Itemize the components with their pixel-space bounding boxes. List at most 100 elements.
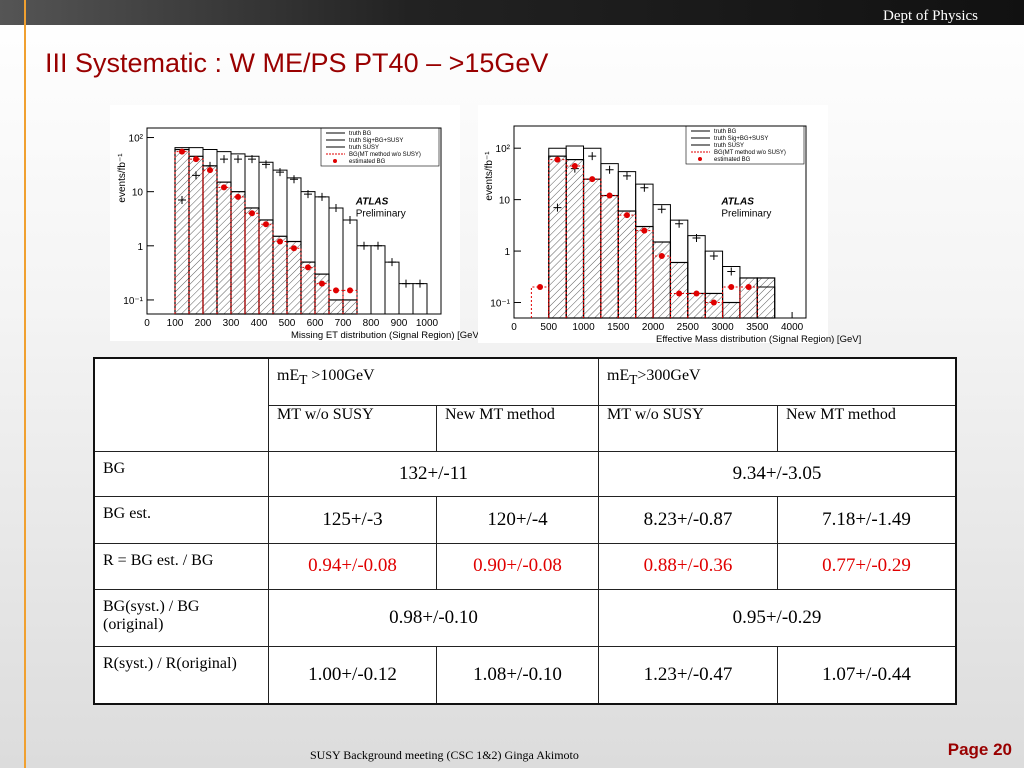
subheader: New MT method xyxy=(777,404,957,452)
row-label: R(syst.) / R(original) xyxy=(93,645,269,705)
cross-marker xyxy=(622,171,631,180)
histogram-bar xyxy=(565,159,585,319)
dept-label: Dept of Physics xyxy=(883,8,978,24)
histogram-dotted xyxy=(272,241,288,314)
cross-marker xyxy=(318,192,326,201)
histogram-bar xyxy=(548,155,567,319)
corner-cell xyxy=(93,357,269,452)
x-tick-label: 300 xyxy=(223,318,240,329)
x-tick-label: 1000 xyxy=(416,318,439,329)
x-tick-label: 2500 xyxy=(677,322,700,333)
legend-label: BG(MT method w/o SUSY) xyxy=(714,150,786,156)
cross-marker xyxy=(346,215,354,224)
data-point xyxy=(606,192,613,199)
atlas-label: ATLAS xyxy=(720,197,754,208)
histogram-bar xyxy=(174,148,190,315)
group-header: mET >100GeV xyxy=(268,357,599,406)
cross-marker xyxy=(402,279,410,288)
y-tick-label: 10 xyxy=(499,196,511,207)
histogram-bar xyxy=(756,277,776,319)
row-label: BG(syst.) / BG (original) xyxy=(93,588,269,647)
y-tick-label: 10 xyxy=(132,188,144,199)
data-point xyxy=(333,287,339,294)
x-tick-label: 400 xyxy=(251,318,268,329)
legend-swatch xyxy=(333,159,337,163)
data-point xyxy=(221,184,227,191)
y-tick-label: 10⁻¹ xyxy=(490,299,510,310)
x-tick-label: 0 xyxy=(144,318,150,329)
data-point xyxy=(277,238,283,245)
histogram-bar xyxy=(258,219,274,315)
data-point xyxy=(554,156,561,163)
histogram-bar xyxy=(202,165,218,315)
histogram-step xyxy=(756,286,776,318)
x-tick-label: 1500 xyxy=(607,322,630,333)
y-tick-label: 1 xyxy=(504,247,510,258)
x-tick-label: 1000 xyxy=(572,322,595,333)
y-tick-label: 10² xyxy=(129,134,144,145)
histogram-bar xyxy=(342,299,358,315)
cell: 1.07+/-0.44 xyxy=(777,645,957,705)
data-point xyxy=(207,167,213,174)
cross-marker xyxy=(640,183,649,192)
data-point xyxy=(249,210,255,217)
histogram-bar xyxy=(687,292,706,319)
histogram-bar xyxy=(328,299,344,315)
cross-marker xyxy=(727,267,736,276)
slide-title: III Systematic : W ME/PS PT40 – >15GeV xyxy=(45,48,549,78)
histogram-bar xyxy=(669,261,689,319)
cross-marker xyxy=(192,171,200,180)
cross-marker xyxy=(304,190,312,199)
x-tick-label: 3500 xyxy=(746,322,769,333)
cross-marker xyxy=(360,241,368,250)
y-tick-label: 1 xyxy=(137,242,143,253)
histogram-bar xyxy=(244,207,260,315)
data-point xyxy=(710,299,717,306)
cross-marker xyxy=(692,233,701,242)
x-axis-title: Missing ET distribution (Signal Region) … xyxy=(291,330,481,341)
histogram-bar xyxy=(188,155,204,315)
cell: 125+/-3 xyxy=(268,495,437,544)
cell: 1.08+/-0.10 xyxy=(436,645,599,705)
histogram-bar xyxy=(704,292,724,319)
x-tick-label: 4000 xyxy=(781,322,804,333)
cross-marker xyxy=(657,205,666,214)
cross-marker xyxy=(588,152,597,161)
data-point xyxy=(676,290,683,297)
cell: 7.18+/-1.49 xyxy=(777,495,957,544)
legend-label: estimated BG xyxy=(349,159,386,165)
histogram-bar xyxy=(635,225,654,319)
result-table: mET >100GeV mET>300GeV MT w/o SUSY New MT… xyxy=(93,357,957,705)
data-point xyxy=(537,284,544,291)
x-tick-label: 500 xyxy=(279,318,296,329)
cell: 8.23+/-0.87 xyxy=(598,495,778,544)
y-tick-label: 10² xyxy=(496,144,511,155)
data-point xyxy=(347,287,353,294)
subheader: MT w/o SUSY xyxy=(598,404,778,452)
data-point xyxy=(693,290,700,297)
legend-label: truth SUSY xyxy=(714,143,744,149)
atlas-label: ATLAS xyxy=(355,196,389,207)
data-point xyxy=(305,264,311,271)
histogram-bar xyxy=(739,277,758,319)
cell: 9.34+/-3.05 xyxy=(598,450,957,497)
data-point xyxy=(641,227,648,234)
x-tick-label: 600 xyxy=(307,318,324,329)
legend-label: truth Sig+BG+SUSY xyxy=(349,138,403,144)
cell: 132+/-11 xyxy=(268,450,599,497)
x-tick-label: 900 xyxy=(391,318,408,329)
accent-line xyxy=(24,0,26,768)
histogram-bar xyxy=(286,240,302,315)
histogram-bar xyxy=(230,191,246,315)
legend-label: truth BG xyxy=(349,131,372,137)
x-tick-label: 200 xyxy=(195,318,212,329)
x-tick-label: 2000 xyxy=(642,322,665,333)
legend-label: estimated BG xyxy=(714,157,751,163)
cross-marker xyxy=(248,155,256,164)
cell: 0.77+/-0.29 xyxy=(777,542,957,590)
y-axis-title: events/fb⁻¹ xyxy=(117,153,128,203)
y-axis-title: events/fb⁻¹ xyxy=(484,151,495,201)
cross-marker xyxy=(388,258,396,267)
histogram-bar xyxy=(272,235,288,315)
